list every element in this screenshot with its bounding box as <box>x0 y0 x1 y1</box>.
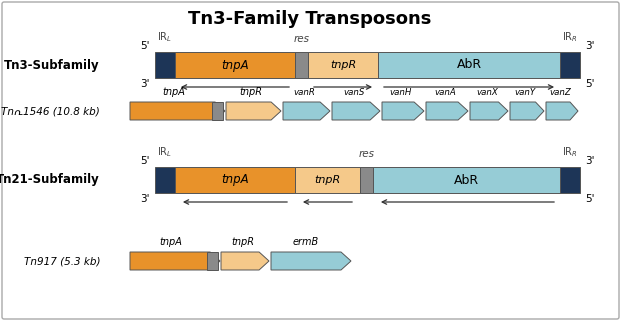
Text: tnpR: tnpR <box>330 60 356 70</box>
Text: tnpA: tnpA <box>221 173 249 187</box>
Bar <box>212 102 223 120</box>
Text: 3': 3' <box>140 194 150 204</box>
Bar <box>560 52 580 78</box>
Bar <box>207 252 218 270</box>
Polygon shape <box>426 102 468 120</box>
Bar <box>155 167 175 193</box>
Text: 3': 3' <box>585 41 594 51</box>
Text: 3': 3' <box>585 156 594 166</box>
Polygon shape <box>470 102 508 120</box>
Text: IR$_R$: IR$_R$ <box>562 145 578 159</box>
Bar <box>560 167 580 193</box>
Polygon shape <box>271 252 351 270</box>
Text: tnpR: tnpR <box>231 237 254 247</box>
Polygon shape <box>510 102 544 120</box>
Text: vanY: vanY <box>514 88 535 97</box>
Polygon shape <box>130 102 225 120</box>
Text: 5': 5' <box>140 156 150 166</box>
Bar <box>175 52 295 78</box>
Text: Tn917 (5.3 kb): Tn917 (5.3 kb) <box>24 256 100 266</box>
Polygon shape <box>130 252 220 270</box>
Text: 5': 5' <box>585 194 594 204</box>
Text: tnpA: tnpA <box>160 237 183 247</box>
Text: tnpR: tnpR <box>240 87 263 97</box>
Text: vanX: vanX <box>476 88 498 97</box>
Polygon shape <box>221 252 269 270</box>
Text: res: res <box>358 149 374 159</box>
Text: Tn21-Subfamily: Tn21-Subfamily <box>0 173 100 187</box>
Bar <box>155 52 175 78</box>
Text: Tn3-Subfamily: Tn3-Subfamily <box>4 58 100 72</box>
Bar <box>295 167 360 193</box>
Text: tnpA: tnpA <box>162 87 185 97</box>
Polygon shape <box>226 102 281 120</box>
Text: vanH: vanH <box>390 88 412 97</box>
Text: tnpR: tnpR <box>314 175 341 185</box>
Text: IR$_R$: IR$_R$ <box>562 30 578 44</box>
Text: vanZ: vanZ <box>549 88 571 97</box>
Bar <box>378 52 560 78</box>
Bar <box>175 167 295 193</box>
Text: IR$_L$: IR$_L$ <box>158 145 173 159</box>
Polygon shape <box>382 102 424 120</box>
Bar <box>373 167 560 193</box>
Bar <box>360 167 373 193</box>
Polygon shape <box>283 102 330 120</box>
Text: 5': 5' <box>585 79 594 89</box>
Polygon shape <box>546 102 578 120</box>
Text: AbR: AbR <box>456 58 481 72</box>
Text: 5': 5' <box>140 41 150 51</box>
Bar <box>295 52 308 78</box>
Text: vanA: vanA <box>434 88 456 97</box>
Bar <box>308 52 378 78</box>
Text: AbR: AbR <box>454 173 479 187</box>
Text: ermB: ermB <box>293 237 319 247</box>
Text: tnpA: tnpA <box>221 58 249 72</box>
Text: 3': 3' <box>140 79 150 89</box>
Text: res: res <box>294 34 309 44</box>
Polygon shape <box>332 102 380 120</box>
Text: Tn3-Family Transposons: Tn3-Family Transposons <box>188 10 432 28</box>
Text: Tnᕆ1546 (10.8 kb): Tnᕆ1546 (10.8 kb) <box>1 106 100 116</box>
Text: IR$_L$: IR$_L$ <box>158 30 173 44</box>
Text: vanR: vanR <box>294 88 315 97</box>
Text: vanS: vanS <box>343 88 365 97</box>
